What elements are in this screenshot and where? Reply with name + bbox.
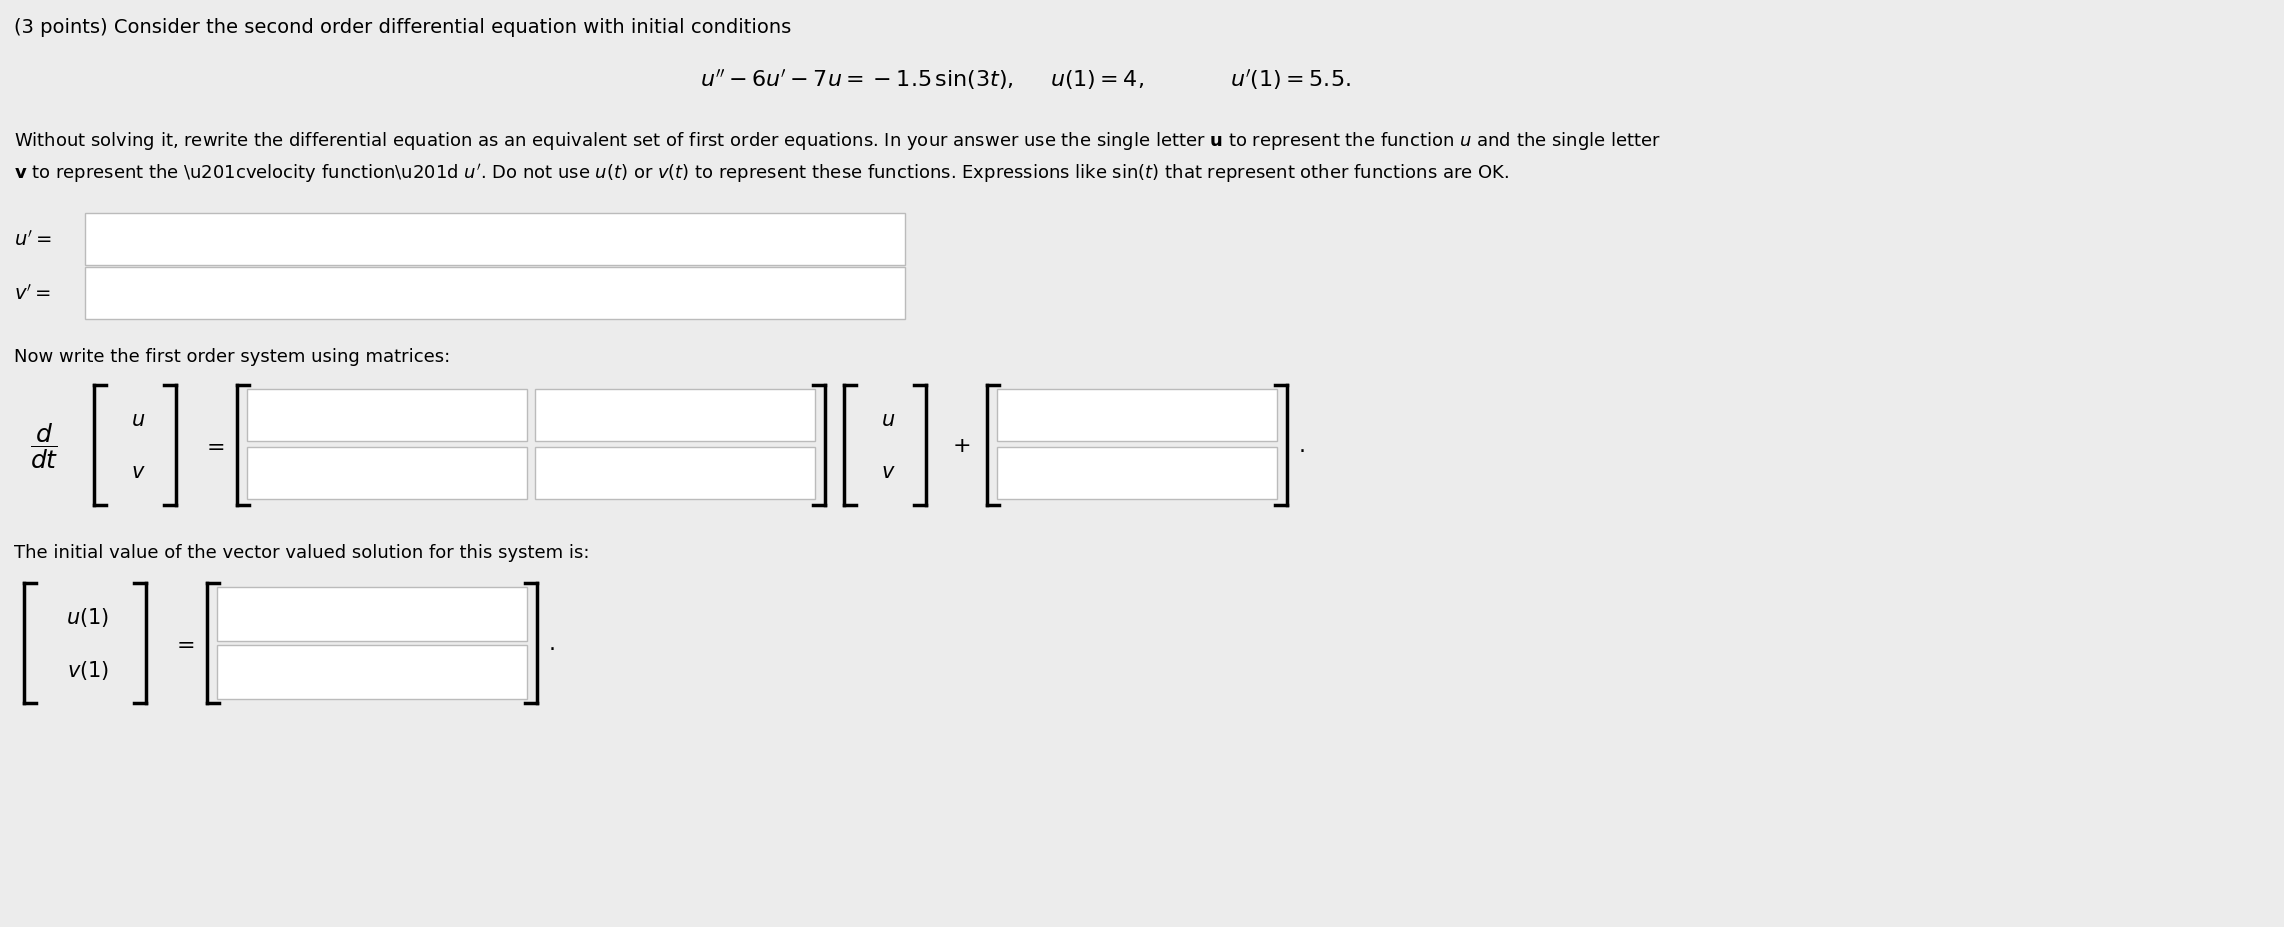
Bar — [217, 588, 528, 641]
Text: The initial value of the vector valued solution for this system is:: The initial value of the vector valued s… — [14, 543, 589, 562]
Text: $u$: $u$ — [882, 409, 895, 429]
Text: $v$: $v$ — [130, 462, 146, 482]
Text: $u$: $u$ — [130, 409, 146, 429]
Text: $u'' - 6u' - 7u = -1.5\,\sin(3t)$,: $u'' - 6u' - 7u = -1.5\,\sin(3t)$, — [699, 68, 1014, 93]
Bar — [217, 645, 528, 699]
Bar — [247, 448, 528, 500]
Text: $\dfrac{d}{dt}$: $\dfrac{d}{dt}$ — [30, 421, 59, 470]
Text: .: . — [548, 633, 555, 654]
Bar — [85, 268, 904, 320]
Bar — [534, 448, 815, 500]
Text: $\mathbf{v}$ to represent the \u201cvelocity function\u201d $u'$. Do not use $u(: $\mathbf{v}$ to represent the \u201cvelo… — [14, 162, 1510, 184]
Text: $u(1)$: $u(1)$ — [66, 605, 110, 629]
Text: $=$: $=$ — [171, 633, 194, 654]
Text: Now write the first order system using matrices:: Now write the first order system using m… — [14, 348, 450, 365]
Text: $v$: $v$ — [882, 462, 895, 482]
Text: $v' =$: $v' =$ — [14, 284, 50, 304]
Text: $=$: $=$ — [201, 436, 224, 455]
Bar — [85, 214, 904, 266]
Bar — [534, 389, 815, 441]
Bar — [998, 389, 1277, 441]
Text: $u'(1) = 5.5$.: $u'(1) = 5.5$. — [1231, 68, 1350, 93]
Bar — [247, 389, 528, 441]
Text: (3 points) Consider the second order differential equation with initial conditio: (3 points) Consider the second order dif… — [14, 18, 790, 37]
Text: $u' =$: $u' =$ — [14, 230, 53, 249]
Text: Without solving it, rewrite the differential equation as an equivalent set of fi: Without solving it, rewrite the differen… — [14, 130, 1660, 152]
Text: $+$: $+$ — [952, 436, 971, 455]
Text: .: . — [1300, 436, 1306, 455]
Text: $u(1) = 4$,: $u(1) = 4$, — [1051, 68, 1144, 91]
Text: $v(1)$: $v(1)$ — [66, 658, 110, 681]
Bar — [998, 448, 1277, 500]
